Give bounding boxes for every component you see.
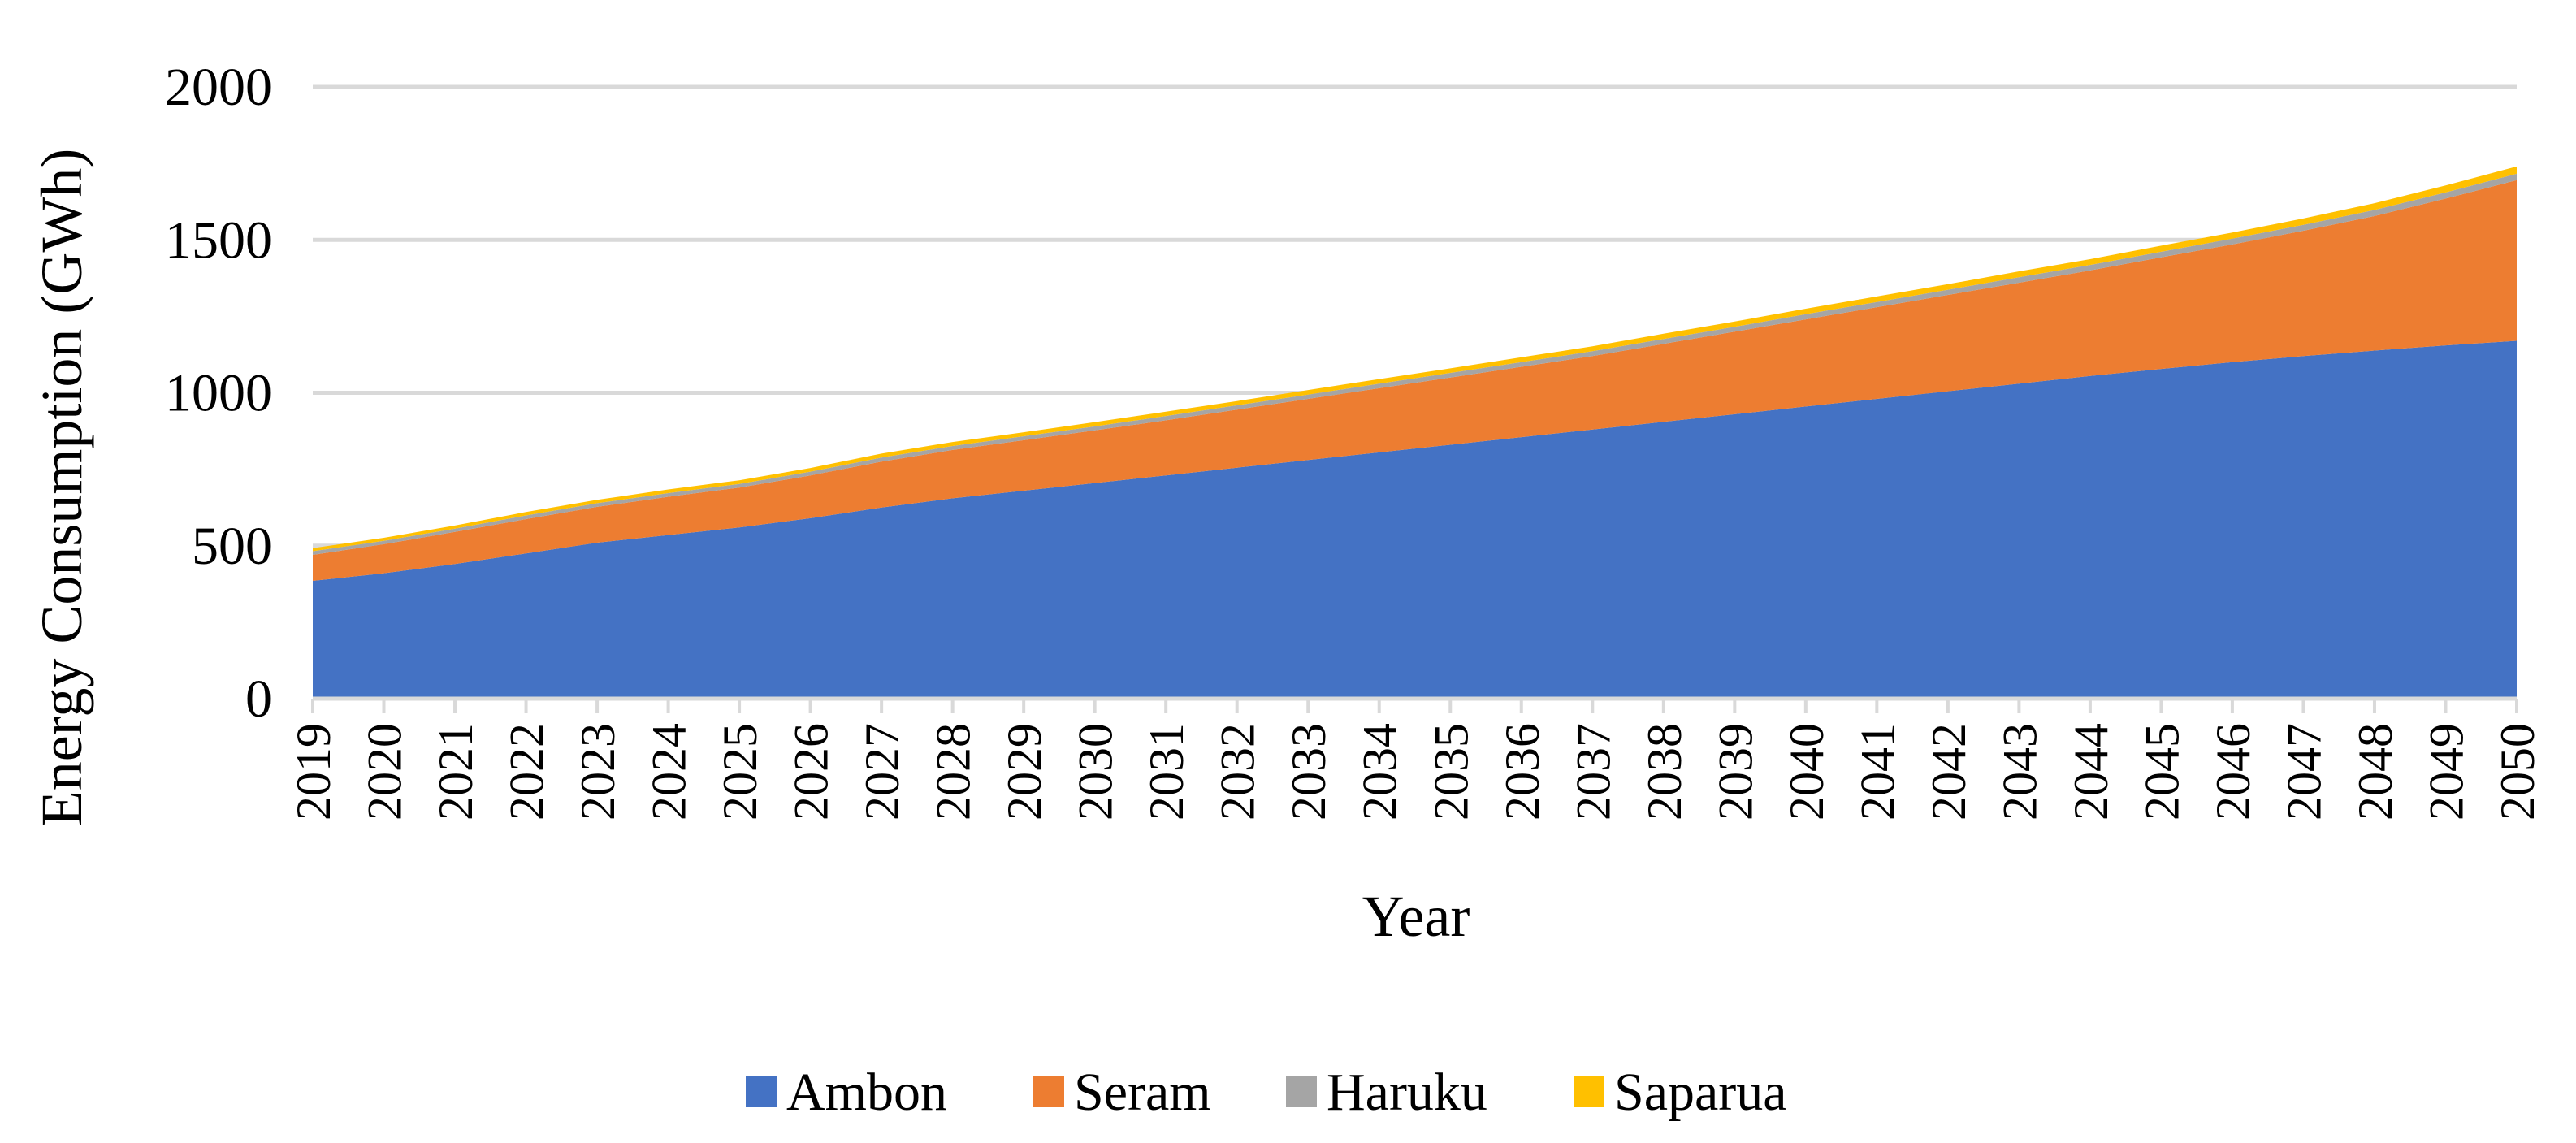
legend-item-ambon: Ambon <box>746 1063 947 1122</box>
legend-item-haruku: Haruku <box>1286 1063 1487 1122</box>
legend-label: Ambon <box>786 1063 947 1122</box>
legend-swatch <box>1286 1076 1317 1107</box>
x-tick-label: 2020 <box>358 723 412 820</box>
y-axis-ticks: 0 500 1000 1500 2000 <box>165 58 272 729</box>
x-tick-label: 2045 <box>2135 723 2189 820</box>
x-axis-title: Year <box>1362 884 1470 949</box>
x-tick-label: 2038 <box>1638 723 1691 820</box>
x-tick-label: 2027 <box>855 723 909 820</box>
x-tick-label: 2032 <box>1211 723 1265 820</box>
x-tick-label: 2026 <box>785 723 838 820</box>
x-tick-label: 2024 <box>643 723 696 820</box>
x-tick-label: 2039 <box>1708 723 1762 820</box>
x-tick-label: 2028 <box>927 723 981 820</box>
y-tick-label: 2000 <box>165 58 272 117</box>
area-saparua <box>313 166 2517 552</box>
area-ambon <box>313 340 2517 699</box>
x-tick-label: 2048 <box>2349 723 2402 820</box>
x-tick-label: 2019 <box>287 723 340 820</box>
x-tick-label: 2030 <box>1069 723 1123 820</box>
x-tick-label: 2042 <box>1922 723 1976 820</box>
x-tick-label: 2047 <box>2278 723 2331 820</box>
x-tick-label: 2049 <box>2420 723 2474 820</box>
x-tick-label: 2023 <box>571 723 625 820</box>
area-seram <box>313 180 2517 582</box>
legend-swatch <box>746 1076 777 1107</box>
x-tick-label: 2033 <box>1282 723 1336 820</box>
x-tick-label: 2040 <box>1780 723 1834 820</box>
x-tick-label: 2041 <box>1851 723 1904 820</box>
x-tick-label: 2035 <box>1424 723 1478 820</box>
y-tick-label: 0 <box>245 669 272 729</box>
x-tick-label: 2046 <box>2206 723 2260 820</box>
legend-swatch <box>1574 1076 1604 1107</box>
legend: Ambon Seram Haruku Saparua <box>746 1063 1787 1122</box>
x-tick-label: 2043 <box>1993 723 2046 820</box>
y-axis-title: Energy Consumption (GWh) <box>29 149 94 827</box>
y-tick-label: 500 <box>192 517 272 576</box>
legend-item-seram: Seram <box>1033 1063 1211 1122</box>
legend-swatch <box>1033 1076 1064 1107</box>
x-tick-label: 2037 <box>1566 723 1620 820</box>
y-tick-label: 1000 <box>165 364 272 423</box>
x-tick-label: 2044 <box>2064 723 2118 820</box>
x-tick-label: 2031 <box>1140 723 1193 820</box>
x-tick-label: 2021 <box>429 723 483 820</box>
x-tick-label: 2022 <box>500 723 554 820</box>
x-tick-label: 2050 <box>2491 723 2544 820</box>
area-series <box>313 166 2517 699</box>
area-haruku <box>313 173 2517 555</box>
x-tick-label: 2025 <box>713 723 767 820</box>
y-tick-label: 1500 <box>165 210 272 270</box>
legend-item-saparua: Saparua <box>1574 1063 1787 1122</box>
x-tick-label: 2029 <box>998 723 1051 820</box>
legend-label: Haruku <box>1327 1063 1487 1122</box>
x-tick-label: 2034 <box>1353 723 1407 820</box>
legend-label: Saparua <box>1614 1063 1787 1122</box>
x-tick-label: 2036 <box>1496 723 1549 820</box>
legend-label: Seram <box>1074 1063 1211 1122</box>
x-axis-ticks: 2019 2020 2021 2022 2023 2024 2025 2026 2027 2028… <box>287 699 2544 820</box>
